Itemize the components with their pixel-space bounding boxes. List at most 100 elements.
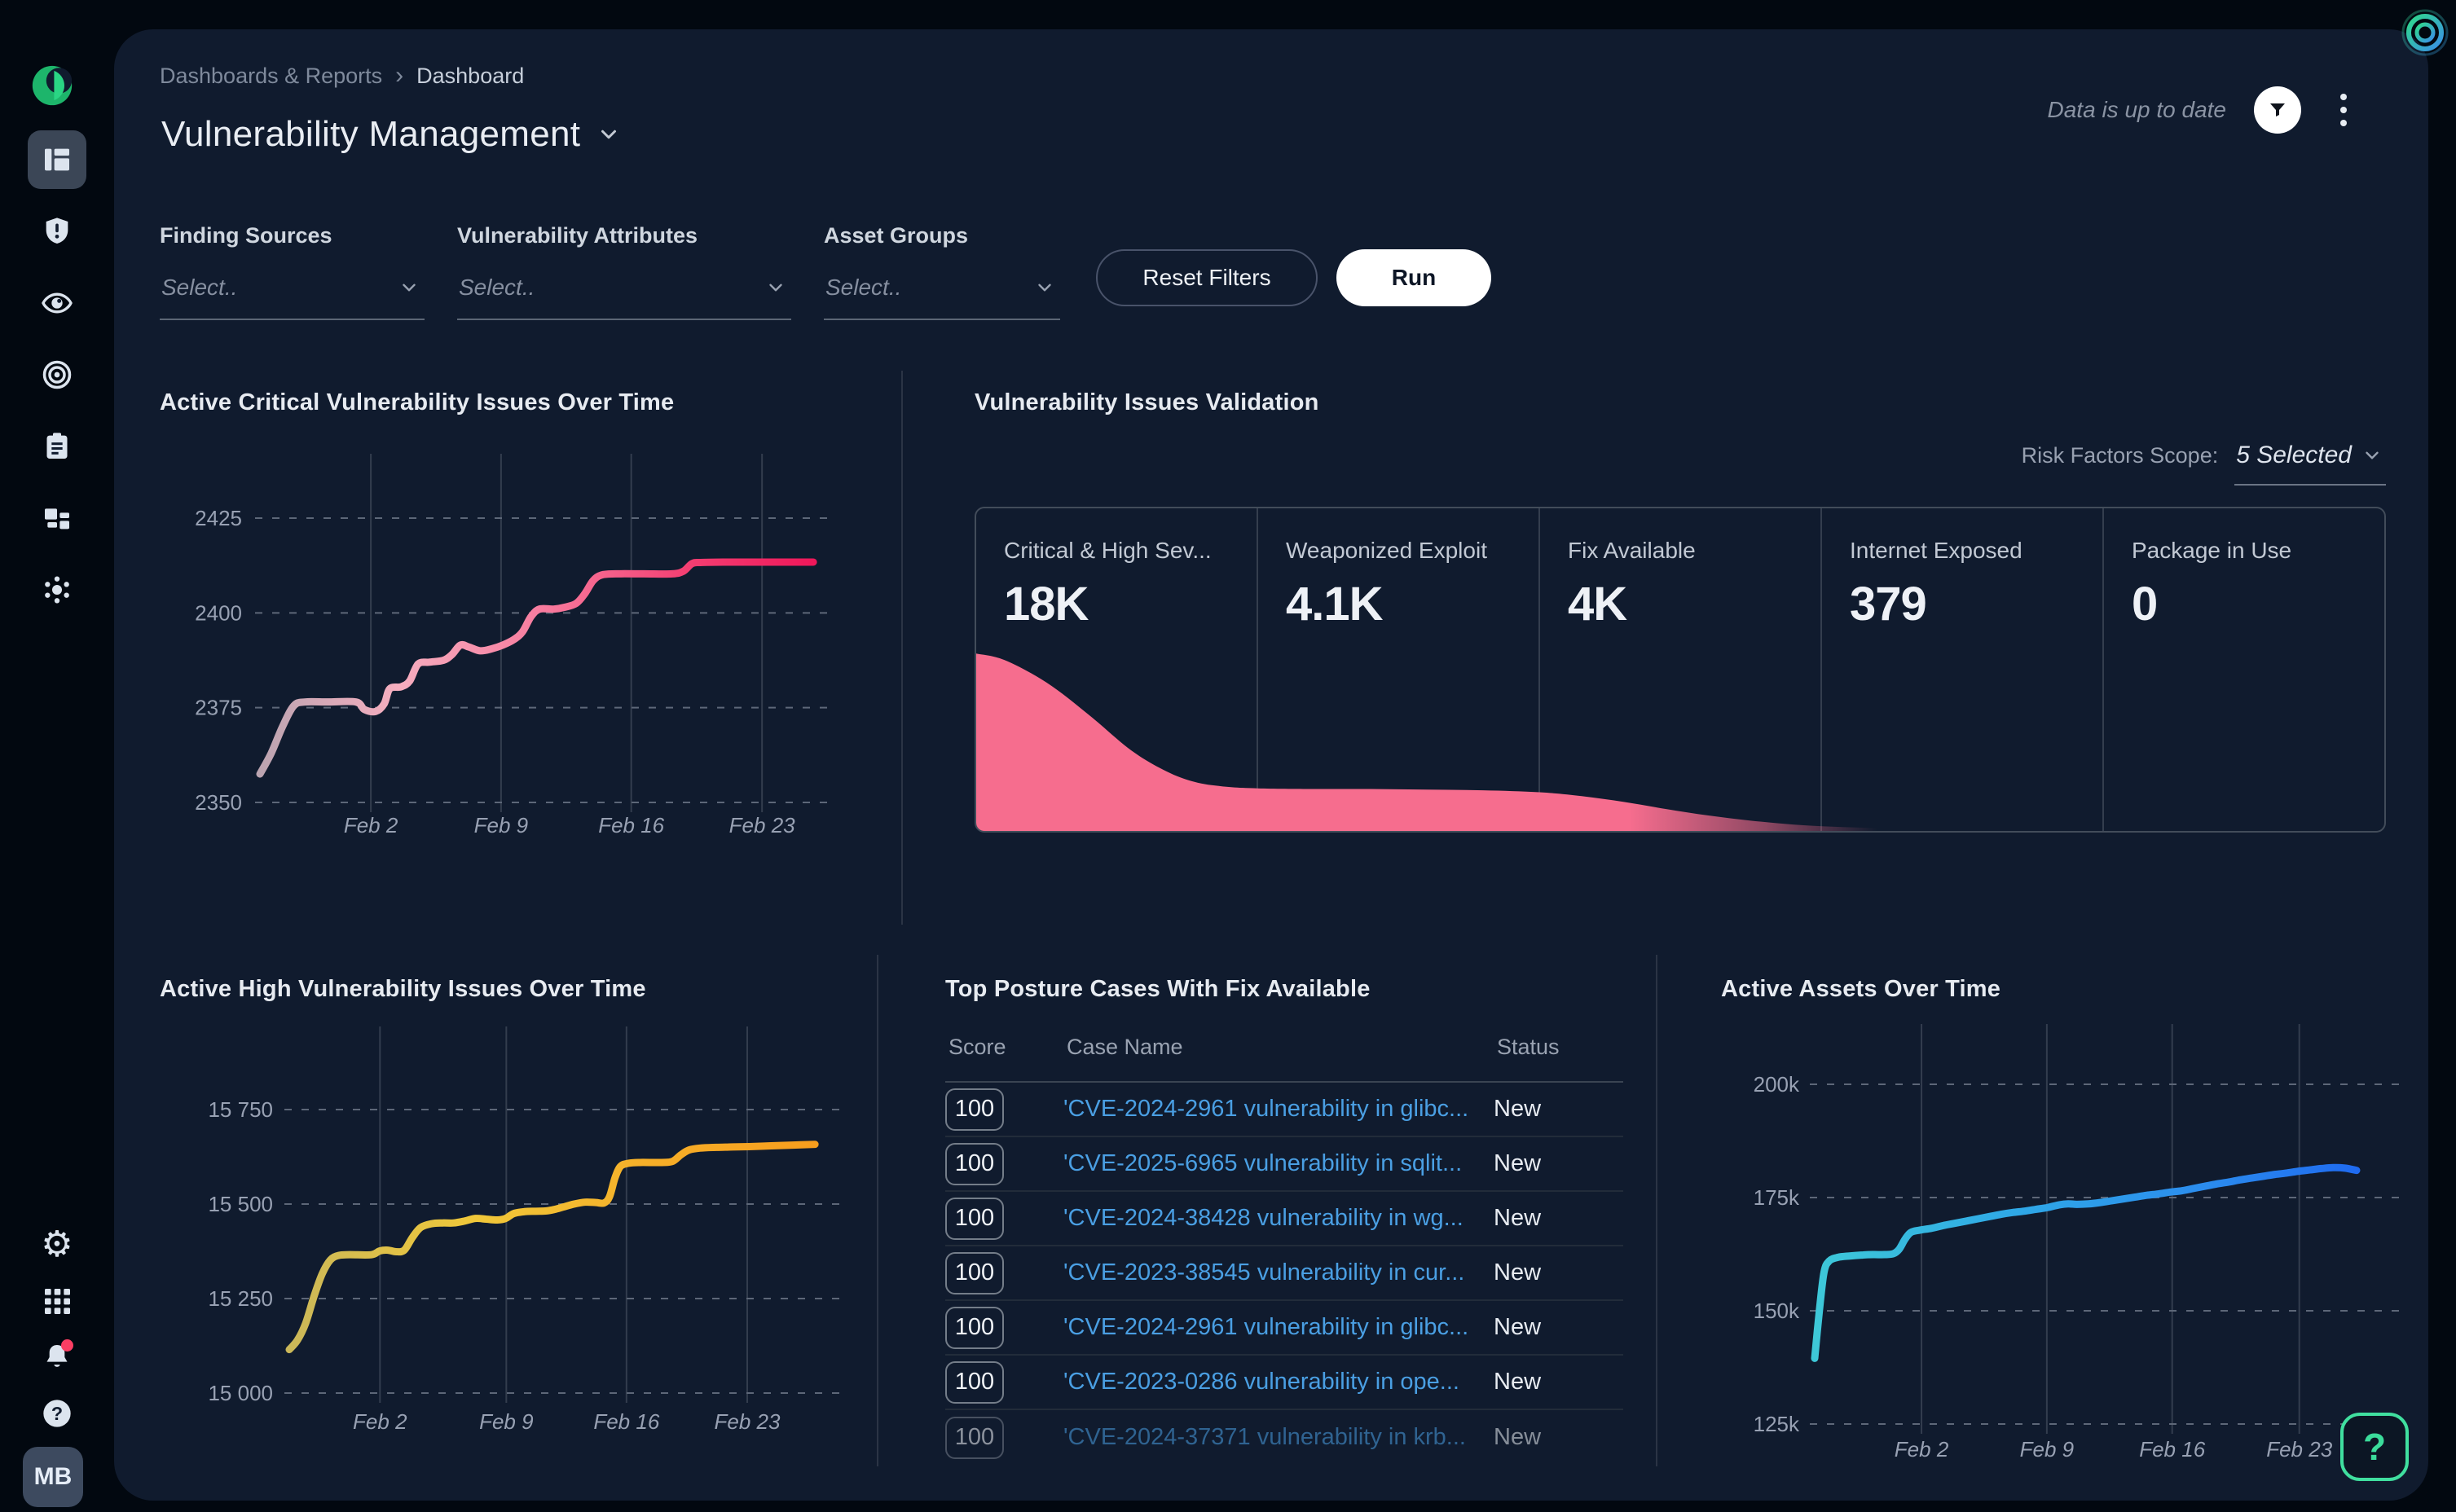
funnel-stage: Fix Available 4K [1538,508,1820,831]
filter-label: Asset Groups [824,223,969,248]
chevron-down-icon [769,284,782,292]
svg-text:Feb 23: Feb 23 [2266,1437,2332,1461]
svg-text:2375: 2375 [195,696,242,720]
chart-title-high: Active High Vulnerability Issues Over Ti… [160,976,646,1002]
notification-badge [61,1339,73,1352]
sidebar-item-settings[interactable]: ⚙ [34,1222,80,1268]
svg-text:Feb 16: Feb 16 [593,1409,659,1434]
target-icon [41,358,73,391]
table-row: 100 'CVE-2023-0286 vulnerability in ope.… [945,1356,1623,1410]
svg-text:15 500: 15 500 [208,1192,273,1216]
status-value: New [1494,1259,1542,1286]
filter-button[interactable] [2254,86,2301,134]
filter-label: Finding Sources [160,223,332,248]
funnel-stage: Weaponized Exploit 4.1K [1257,508,1538,831]
orca-logo-icon[interactable] [29,62,76,109]
funnel-stage-value: 379 [1850,578,1927,631]
risk-scope-label: Risk Factors Scope: [2021,443,2219,468]
status-value: New [1494,1369,1542,1395]
sidebar-item-notifications[interactable] [34,1334,80,1380]
sidebar-item-inventory[interactable] [28,489,86,547]
reset-filters-button[interactable]: Reset Filters [1096,249,1318,306]
score-chip: 100 [945,1251,1004,1294]
sidebar-item-help[interactable]: ? [34,1391,80,1436]
breadcrumb-current-link[interactable]: Dashboard [416,63,525,88]
sidebar-item-dashboards[interactable] [28,130,86,189]
breadcrumb-separator-icon: › [395,62,404,89]
funnel-stage-label: Weaponized Exploit [1286,538,1487,563]
assistant-rings-icon[interactable] [2399,7,2451,59]
vulnerability-attributes-select[interactable]: Select.. [457,268,791,320]
svg-text:Feb 2: Feb 2 [344,813,398,837]
sidebar: ⚙? MB [0,0,114,1512]
column-score: Score [949,1035,1006,1059]
dashboard-icon [41,143,73,176]
validation-funnel-panel: Critical & High Sev... 18K Weaponized Expl… [975,507,2386,833]
sidebar-item-attack-surface[interactable] [28,345,86,404]
sidebar-item-compliance[interactable] [28,417,86,476]
breadcrumb-root-link[interactable]: Dashboards & Reports [160,63,383,88]
finding-sources-select[interactable]: Select.. [160,268,425,320]
case-name-link[interactable]: 'CVE-2023-38545 vulnerability in cur... [1063,1259,1465,1286]
sidebar-item-apps[interactable] [34,1278,80,1324]
svg-text:2425: 2425 [195,506,242,530]
svg-text:Feb 23: Feb 23 [729,813,795,837]
funnel-stage: Critical & High Sev... 18K [976,508,1257,831]
table-row: 100 'CVE-2024-38428 vulnerability in wg.… [945,1192,1623,1246]
svg-text:2350: 2350 [195,790,242,815]
case-name-link[interactable]: 'CVE-2024-37371 vulnerability in krb... [1063,1424,1466,1450]
svg-text:15 750: 15 750 [208,1097,273,1122]
blocks-icon [41,502,73,534]
sidebar-item-integrations[interactable] [28,560,86,619]
dashboard-title-dropdown[interactable]: Vulnerability Management [161,114,621,155]
case-name-link[interactable]: 'CVE-2024-2961 vulnerability in glibc... [1063,1096,1469,1122]
case-name-link[interactable]: 'CVE-2023-0286 vulnerability in ope... [1063,1369,1459,1395]
chart-critical-vulnerabilities: Feb 2 Feb 9 Feb 16 Feb 23 2425 2400 2375 2350 [195,454,831,837]
score-chip: 100 [945,1416,1004,1459]
case-name-link[interactable]: 'CVE-2025-6965 vulnerability in sqlit... [1063,1150,1463,1176]
eye-icon [41,287,73,319]
sidebar-item-alerts[interactable] [28,202,86,261]
score-chip: 100 [945,1088,1004,1131]
svg-text:Feb 2: Feb 2 [353,1409,407,1434]
filter-asset-groups: Asset Groups Select.. [824,223,1060,320]
chevron-down-icon [1038,284,1051,292]
run-button[interactable]: Run [1336,249,1491,306]
posture-cases-table: Score Case Name Status 100 'CVE-2024-296… [945,1030,1623,1465]
table-row: 100 'CVE-2024-2961 vulnerability in glib… [945,1301,1623,1356]
table-row: 100 'CVE-2025-6965 vulnerability in sqli… [945,1137,1623,1192]
svg-text:Feb 9: Feb 9 [474,813,529,837]
status-value: New [1494,1424,1542,1450]
filter-actions: Reset Filters Run [1096,249,1491,306]
filter-vulnerability-attributes: Vulnerability Attributes Select.. [457,223,791,320]
panel-title-validation: Vulnerability Issues Validation [975,389,1319,415]
asset-groups-select[interactable]: Select.. [824,268,1060,320]
svg-text:?: ? [51,1403,63,1424]
avatar[interactable]: MB [23,1447,83,1507]
select-placeholder: Select.. [459,275,535,300]
section-divider [901,371,903,925]
chart-title-assets: Active Assets Over Time [1721,976,2001,1002]
score-chip: 100 [945,1306,1004,1349]
gear-icon: ⚙ [41,1224,73,1264]
section-divider [1656,955,1657,1466]
more-menu-button[interactable] [2329,89,2358,131]
funnel-stage-label: Package in Use [2132,538,2292,563]
header-actions: Data is up to date [2048,86,2358,134]
table-row: 100 'CVE-2024-2961 vulnerability in glib… [945,1083,1623,1137]
case-name-link[interactable]: 'CVE-2024-38428 vulnerability in wg... [1063,1205,1463,1231]
sidebar-item-visibility[interactable] [28,274,86,332]
section-divider [877,955,878,1466]
funnel-stage-value: 18K [1004,578,1089,631]
help-button[interactable]: ? [2340,1413,2409,1481]
select-placeholder: Select.. [825,275,902,300]
svg-text:Feb 16: Feb 16 [2139,1437,2205,1461]
case-name-link[interactable]: 'CVE-2024-2961 vulnerability in glibc... [1063,1314,1469,1340]
svg-text:Feb 23: Feb 23 [715,1409,781,1434]
risk-scope-select[interactable]: 5 Selected [2234,442,2386,486]
chart-active-assets: Feb 2 Feb 9 Feb 16 Feb 23 200k 175k 150k 125k [1754,1024,2404,1461]
svg-text:200k: 200k [1754,1072,1800,1097]
funnel-stage-label: Critical & High Sev... [1004,538,1212,563]
funnel-stage-label: Fix Available [1568,538,1696,563]
svg-text:175k: 175k [1754,1185,1800,1210]
